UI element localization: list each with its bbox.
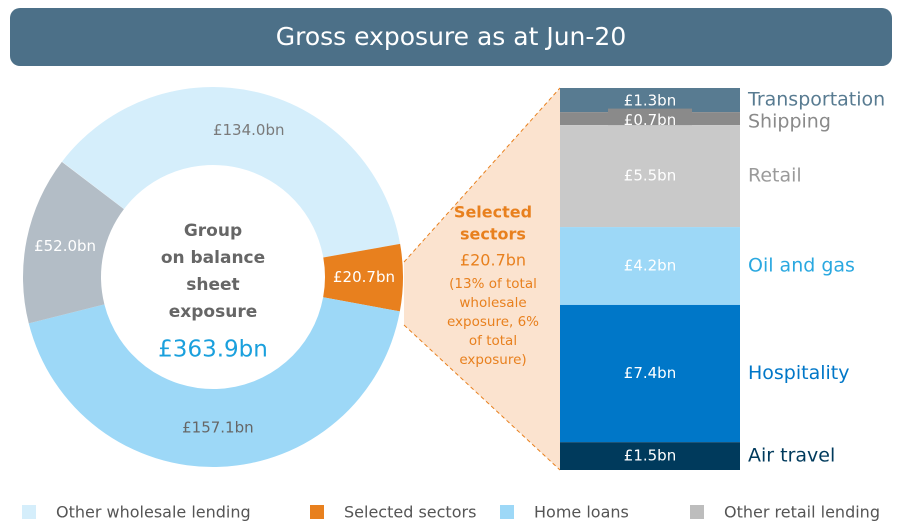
legend-label: Selected sectors — [344, 503, 476, 522]
slice-label: £52.0bn — [34, 237, 96, 255]
callout-edge — [403, 324, 561, 471]
callout-total: £20.7bn — [460, 251, 526, 270]
category-label: Retail — [748, 165, 802, 187]
legend-label: Home loans — [534, 503, 629, 522]
callout-note: exposure, 6% — [447, 314, 539, 330]
center-label: sheet — [186, 275, 239, 295]
bar-segment — [560, 88, 740, 113]
bar-segment — [560, 304, 740, 443]
callout-area — [404, 88, 560, 470]
bar-segment — [560, 125, 740, 228]
donut-slice — [28, 297, 400, 468]
callout-note: (13% of total — [449, 276, 537, 292]
donut-slice — [323, 243, 404, 312]
bar-segment — [560, 442, 740, 470]
segment-label: £1.5bn — [624, 447, 676, 465]
category-label: Shipping — [748, 111, 831, 133]
segment-label: £1.3bn — [624, 92, 676, 110]
segment-label: £7.4bn — [624, 364, 676, 382]
center-label: exposure — [169, 302, 257, 322]
callout-note: exposure) — [459, 352, 526, 368]
center-label: on balance — [161, 248, 265, 268]
segment-label: £0.7bn — [624, 111, 676, 129]
callout-title: sectors — [460, 225, 526, 244]
center-total: £363.9bn — [158, 337, 268, 363]
bar-segment — [560, 227, 740, 305]
category-label: Transportation — [747, 89, 885, 111]
legend-swatch — [690, 505, 704, 519]
donut-slice — [62, 86, 401, 258]
callout-note: of total — [469, 333, 517, 349]
callout-title: Selected — [454, 203, 532, 222]
legend-swatch — [22, 505, 36, 519]
segment-label: £5.5bn — [624, 167, 676, 185]
category-label: Oil and gas — [748, 255, 855, 277]
segment-label: £4.2bn — [624, 257, 676, 275]
slice-label: £157.1bn — [182, 418, 254, 436]
legend-label: Other retail lending — [724, 503, 880, 522]
category-label: Hospitality — [748, 362, 850, 384]
category-label: Air travel — [748, 445, 835, 467]
title: Gross exposure as at Jun-20 — [276, 22, 626, 51]
legend-swatch — [310, 505, 324, 519]
slice-label: £134.0bn — [213, 121, 285, 139]
callout-note: wholesale — [459, 295, 526, 311]
legend-swatch — [500, 505, 514, 519]
legend-label: Other wholesale lending — [56, 503, 251, 522]
title-banner — [10, 8, 892, 66]
callout-edge — [403, 87, 561, 263]
donut-slice — [22, 161, 124, 324]
center-label: Group — [184, 221, 242, 241]
slice-label: £20.7bn — [333, 268, 395, 286]
